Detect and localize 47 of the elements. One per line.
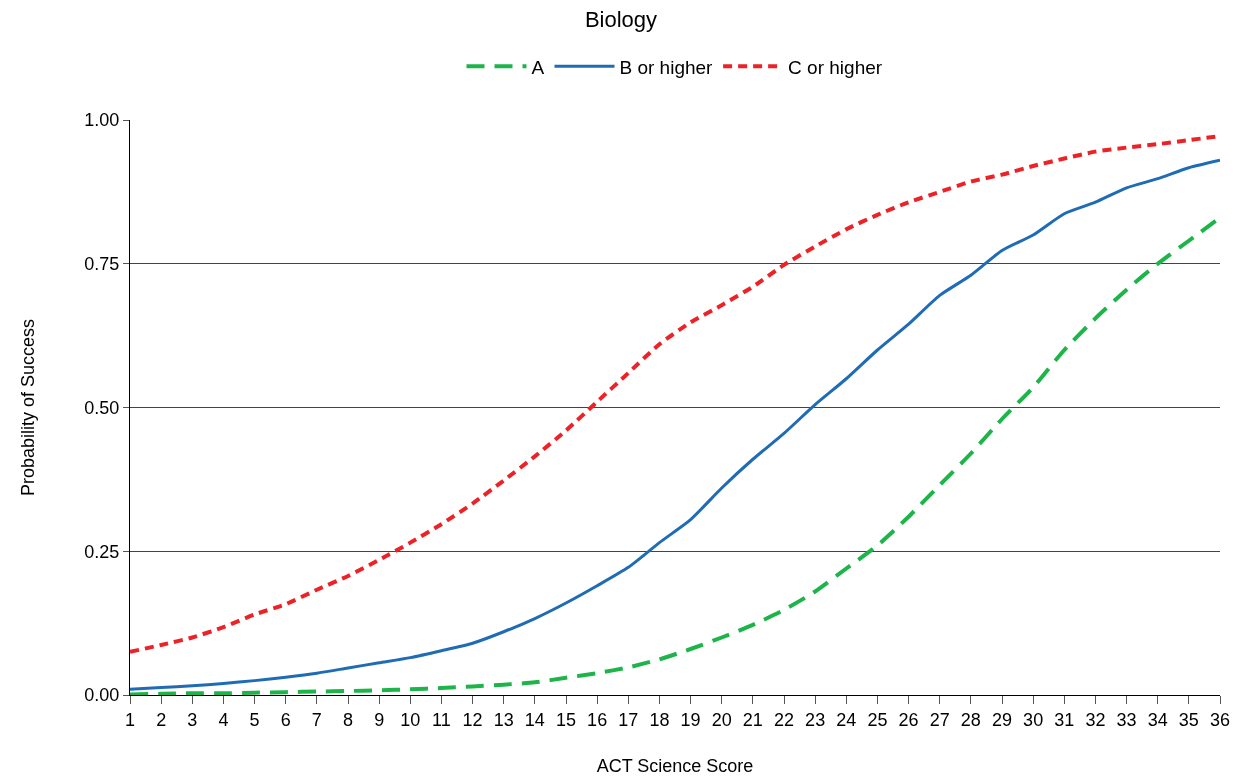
y-tick-label: 0.00 (84, 685, 120, 706)
x-tick-label: 15 (555, 709, 577, 730)
x-tick-label: 19 (680, 709, 701, 730)
x-tick-label: 33 (1116, 709, 1137, 730)
x-tick-label: 21 (742, 709, 763, 730)
x-tick-label: 27 (929, 709, 950, 730)
x-tick-label: 34 (1147, 709, 1168, 730)
legend-label: B or higher (619, 56, 714, 78)
x-tick-label: 16 (587, 709, 608, 730)
chart-title: Biology (584, 7, 658, 33)
x-tick-label: 18 (649, 709, 670, 730)
y-tick-label: 0.50 (84, 397, 120, 418)
x-tick-label: 7 (311, 709, 322, 730)
y-tick-label: 0.25 (84, 541, 120, 562)
x-tick-label: 9 (374, 709, 385, 730)
x-tick-label: 26 (898, 709, 919, 730)
x-tick-label: 24 (836, 709, 857, 730)
legend-label: A (531, 56, 545, 78)
x-tick-label: 10 (400, 709, 421, 730)
x-tick-label: 23 (805, 709, 826, 730)
x-tick-label: 17 (618, 709, 639, 730)
x-tick-label: 1 (124, 709, 136, 730)
x-tick-label: 20 (711, 709, 732, 730)
x-tick-label: 14 (524, 709, 545, 730)
y-tick-label: 1.00 (84, 110, 120, 131)
x-tick-label: 29 (991, 709, 1013, 730)
x-tick-label: 4 (218, 709, 229, 730)
x-tick-label: 32 (1085, 709, 1106, 730)
x-tick-label: 3 (187, 709, 198, 730)
x-axis-title: ACT Science Score (596, 755, 754, 776)
y-axis-title: Probability of Success (17, 318, 38, 497)
x-tick-label: 25 (867, 709, 888, 730)
x-tick-label: 11 (432, 709, 451, 730)
x-tick-label: 8 (342, 709, 354, 730)
legend-label: C or higher (788, 56, 883, 78)
x-tick-label: 31 (1054, 709, 1075, 730)
x-tick-label: 5 (249, 709, 260, 730)
x-tick-label: 6 (280, 709, 291, 730)
x-tick-label: 30 (1023, 709, 1044, 730)
x-tick-label: 22 (773, 709, 795, 730)
x-tick-label: 13 (493, 709, 514, 730)
y-tick-label: 0.75 (84, 254, 120, 275)
x-tick-label: 12 (462, 709, 483, 730)
x-tick-label: 2 (156, 709, 167, 730)
x-tick-label: 28 (960, 709, 981, 730)
x-tick-label: 36 (1209, 709, 1231, 730)
x-tick-label: 35 (1178, 709, 1199, 730)
